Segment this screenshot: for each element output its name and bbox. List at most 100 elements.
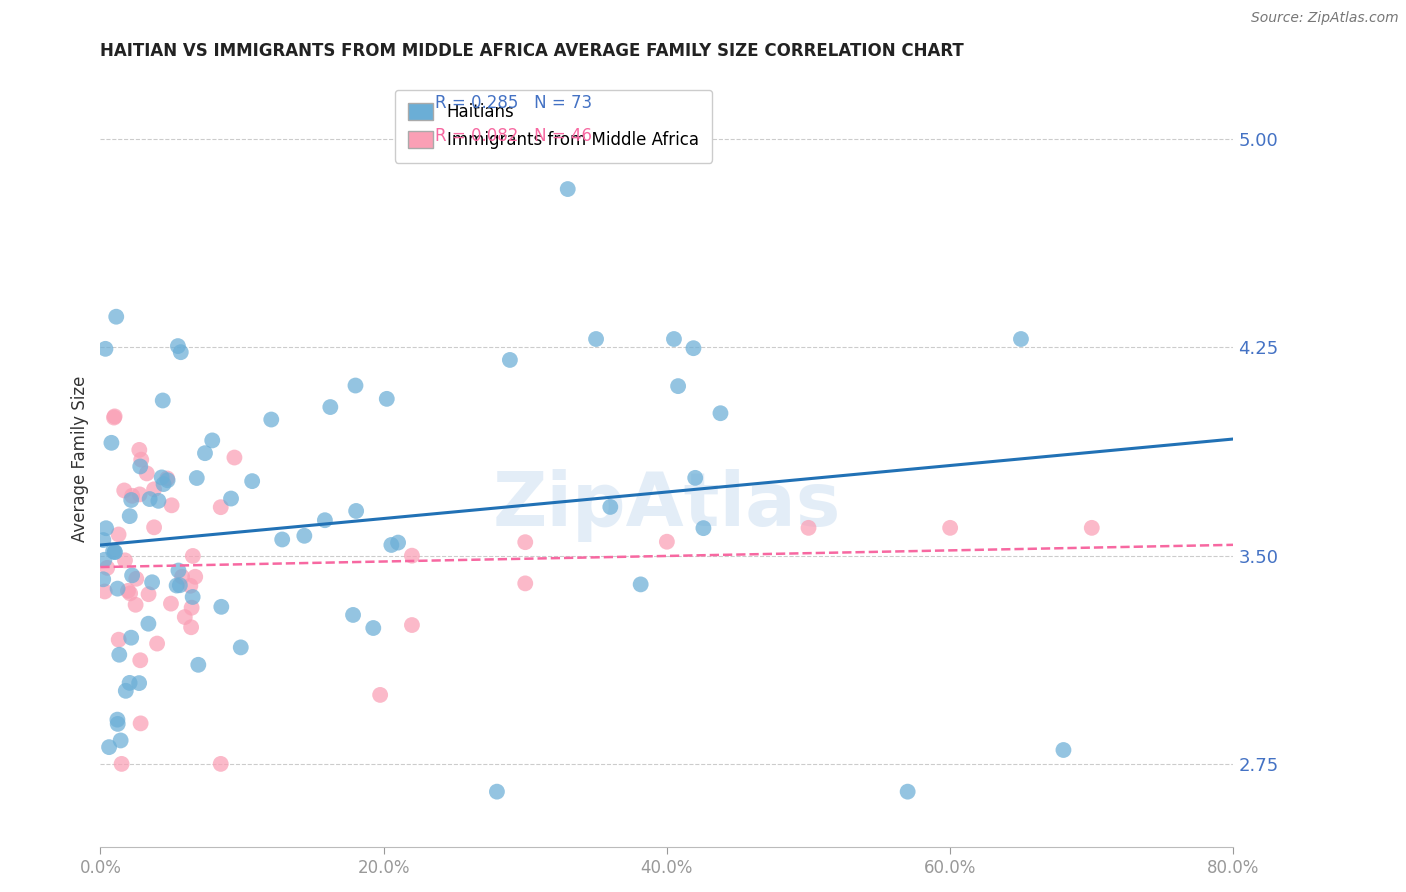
Point bbox=[138, 491, 160, 506]
Text: R = 0.285   N = 73: R = 0.285 N = 73 bbox=[434, 94, 592, 112]
Point bbox=[120, 493, 142, 508]
Point bbox=[709, 406, 731, 420]
Point bbox=[170, 345, 193, 359]
Point bbox=[897, 785, 920, 799]
Legend: Haitians, Immigrants from Middle Africa: Haitians, Immigrants from Middle Africa bbox=[395, 89, 711, 162]
Point bbox=[166, 578, 188, 592]
Point bbox=[169, 578, 191, 592]
Point bbox=[156, 473, 179, 487]
Point bbox=[180, 600, 202, 615]
Point bbox=[515, 535, 537, 549]
Point bbox=[167, 564, 190, 578]
Point bbox=[160, 597, 183, 611]
Y-axis label: Average Family Size: Average Family Size bbox=[72, 376, 89, 541]
Point bbox=[344, 378, 367, 392]
Point bbox=[143, 483, 166, 497]
Point bbox=[271, 533, 294, 547]
Point bbox=[485, 785, 508, 799]
Point bbox=[120, 586, 142, 600]
Point bbox=[209, 756, 232, 771]
Point bbox=[186, 471, 208, 485]
Point bbox=[128, 487, 150, 501]
Text: ZipAtlas: ZipAtlas bbox=[492, 468, 841, 541]
Point bbox=[114, 553, 136, 567]
Point bbox=[515, 576, 537, 591]
Point bbox=[143, 520, 166, 534]
Point bbox=[138, 616, 160, 631]
Point bbox=[180, 620, 202, 634]
Point bbox=[160, 498, 183, 512]
Point bbox=[94, 521, 117, 535]
Point bbox=[107, 713, 129, 727]
Point bbox=[156, 471, 179, 485]
Point bbox=[129, 459, 152, 474]
Point bbox=[141, 575, 163, 590]
Point bbox=[172, 570, 194, 584]
Point bbox=[682, 341, 704, 355]
Point bbox=[103, 410, 125, 425]
Point bbox=[375, 392, 398, 406]
Point bbox=[93, 584, 115, 599]
Point bbox=[98, 740, 121, 755]
Point bbox=[93, 553, 115, 567]
Point bbox=[630, 577, 652, 591]
Point bbox=[135, 467, 157, 481]
Point bbox=[692, 521, 714, 535]
Point bbox=[104, 545, 127, 559]
Point bbox=[100, 435, 122, 450]
Point bbox=[557, 182, 579, 196]
Point bbox=[240, 474, 263, 488]
Point bbox=[194, 446, 217, 460]
Point bbox=[201, 434, 224, 448]
Point bbox=[655, 534, 678, 549]
Point bbox=[387, 535, 409, 549]
Point bbox=[229, 640, 252, 655]
Point bbox=[112, 483, 135, 498]
Point bbox=[152, 393, 174, 408]
Point bbox=[101, 544, 124, 558]
Point bbox=[107, 582, 129, 596]
Point bbox=[319, 400, 342, 414]
Point bbox=[128, 442, 150, 457]
Point bbox=[314, 513, 336, 527]
Point bbox=[585, 332, 607, 346]
Point bbox=[1010, 332, 1032, 346]
Point bbox=[939, 521, 962, 535]
Point bbox=[94, 342, 117, 356]
Point bbox=[173, 610, 195, 624]
Point bbox=[128, 676, 150, 690]
Point bbox=[107, 527, 129, 541]
Point bbox=[209, 500, 232, 515]
Point bbox=[118, 676, 141, 690]
Point bbox=[138, 587, 160, 601]
Point bbox=[209, 599, 232, 614]
Point bbox=[219, 491, 242, 506]
Point bbox=[107, 632, 129, 647]
Point bbox=[152, 477, 174, 491]
Point bbox=[662, 332, 685, 346]
Point bbox=[104, 409, 127, 424]
Point bbox=[344, 504, 367, 518]
Point bbox=[110, 733, 132, 747]
Point bbox=[187, 657, 209, 672]
Point bbox=[260, 412, 283, 426]
Point bbox=[1081, 521, 1104, 535]
Point bbox=[117, 583, 139, 598]
Point bbox=[105, 310, 128, 324]
Text: Source: ZipAtlas.com: Source: ZipAtlas.com bbox=[1251, 11, 1399, 25]
Point bbox=[599, 500, 621, 514]
Point bbox=[96, 561, 118, 575]
Point bbox=[181, 590, 204, 604]
Point bbox=[120, 631, 142, 645]
Point bbox=[129, 716, 152, 731]
Point bbox=[181, 549, 204, 563]
Text: R = 0.082   N = 46: R = 0.082 N = 46 bbox=[434, 128, 592, 145]
Point bbox=[121, 568, 143, 582]
Point bbox=[342, 607, 364, 622]
Point bbox=[368, 688, 391, 702]
Point bbox=[129, 452, 152, 467]
Point bbox=[104, 545, 127, 559]
Point bbox=[167, 339, 190, 353]
Point bbox=[499, 353, 522, 368]
Point bbox=[110, 756, 132, 771]
